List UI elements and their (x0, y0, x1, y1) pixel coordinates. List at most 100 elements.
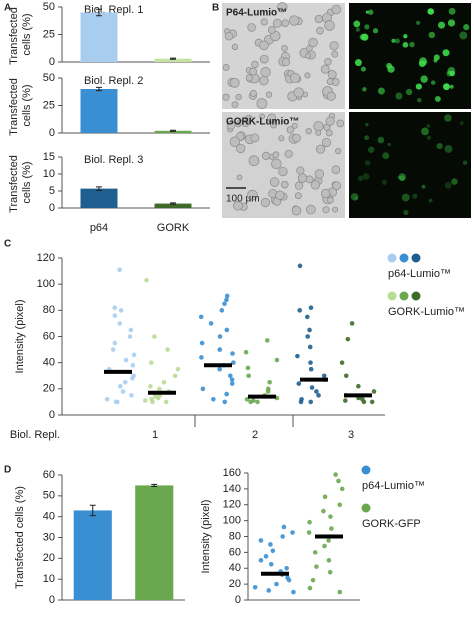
y-tick-label: 10 (43, 168, 55, 180)
fluorescent-cell (367, 9, 374, 15)
data-point (314, 389, 319, 394)
data-point (308, 360, 313, 365)
cell (236, 119, 244, 126)
cell (291, 205, 302, 216)
data-point (112, 305, 118, 311)
cell (297, 173, 308, 183)
cell (235, 93, 242, 101)
fluorescent-cell (426, 135, 432, 140)
data-point (322, 543, 327, 549)
cell (324, 20, 335, 31)
data-point (224, 391, 229, 397)
image-label: P64-Lumio™ (226, 8, 287, 19)
y-tick-label: 30 (43, 531, 55, 543)
cell (271, 158, 282, 169)
fluorescent-cell (416, 20, 421, 25)
y-tick-label: 50 (43, 490, 55, 502)
data-point (217, 334, 223, 339)
data-point (150, 399, 155, 405)
data-point (270, 548, 276, 554)
legend-swatch (411, 253, 421, 263)
cell (314, 169, 325, 179)
data-point (329, 526, 334, 531)
fluorescent-cell (359, 33, 366, 41)
fluorescent-cell (422, 60, 428, 66)
chart-title: Biol. Repl. 2 (84, 75, 143, 87)
cell (267, 113, 277, 123)
cell (331, 165, 341, 175)
data-point (349, 321, 355, 326)
cell (294, 192, 302, 200)
data-point (337, 502, 343, 508)
y-tick-label: 120 (223, 499, 241, 511)
cells (222, 2, 470, 216)
data-point (314, 564, 319, 569)
fluorescent-cell (443, 83, 450, 91)
fluorescent-cell (364, 160, 371, 166)
data-point (163, 399, 169, 405)
fluorescent-cell (433, 54, 440, 61)
fluorescent-cell (434, 96, 441, 102)
y-tick-label: 80 (43, 304, 55, 316)
data-point (172, 373, 178, 379)
cell (290, 72, 301, 84)
error-bar (170, 202, 176, 205)
cell (294, 181, 304, 190)
bar (135, 485, 174, 600)
data-point (280, 534, 285, 539)
fluorescent-cell (412, 193, 418, 199)
data-point (224, 293, 230, 299)
cell (315, 129, 322, 136)
data-point (274, 357, 280, 363)
data-point (110, 347, 116, 352)
panel-label: B (212, 3, 219, 14)
cell (305, 175, 314, 184)
data-point (252, 585, 258, 590)
data-point (265, 389, 271, 394)
y-tick-label: 20 (43, 552, 55, 564)
y-tick-label: 20 (229, 578, 241, 590)
data-point (230, 351, 235, 356)
error-bar (96, 8, 102, 17)
scale-bar-label: 100 µm (226, 194, 260, 205)
data-point (336, 478, 341, 484)
data-point (219, 308, 225, 313)
error-bar (151, 483, 158, 487)
y-tick-label: 80 (229, 530, 241, 542)
panel-label: A (4, 3, 11, 14)
legend-label: p64-Lumio™ (362, 480, 425, 492)
data-point (286, 577, 292, 583)
cell (315, 144, 326, 154)
data-point (328, 514, 333, 519)
y-tick-label: 50 (43, 72, 55, 84)
cell (251, 60, 259, 69)
bar (80, 12, 118, 62)
cell (265, 91, 273, 98)
data-point (284, 565, 289, 571)
data-point (123, 357, 129, 363)
cell (236, 174, 243, 181)
data-point (263, 554, 269, 559)
data-point (333, 472, 338, 477)
data-point (127, 334, 133, 339)
cell (245, 74, 253, 82)
fluorescent-cell (444, 181, 452, 189)
cell (249, 67, 258, 76)
fluorescent-cell (462, 160, 468, 165)
cell (331, 4, 342, 15)
fluorescent-cell (350, 193, 359, 201)
fluorescent-cell (409, 41, 415, 48)
data-point (337, 589, 343, 595)
data-point (144, 277, 149, 283)
data-point (339, 360, 345, 365)
bar (73, 510, 112, 600)
legend-label: GORK-Lumio™ (388, 306, 465, 318)
y-tick-label: 0 (49, 127, 55, 139)
data-point (297, 308, 303, 313)
fluorescent-cell (430, 80, 436, 85)
data-point (129, 393, 134, 398)
data-point (222, 399, 228, 405)
data-point (175, 366, 181, 372)
cell (269, 177, 280, 187)
cell (259, 113, 266, 120)
